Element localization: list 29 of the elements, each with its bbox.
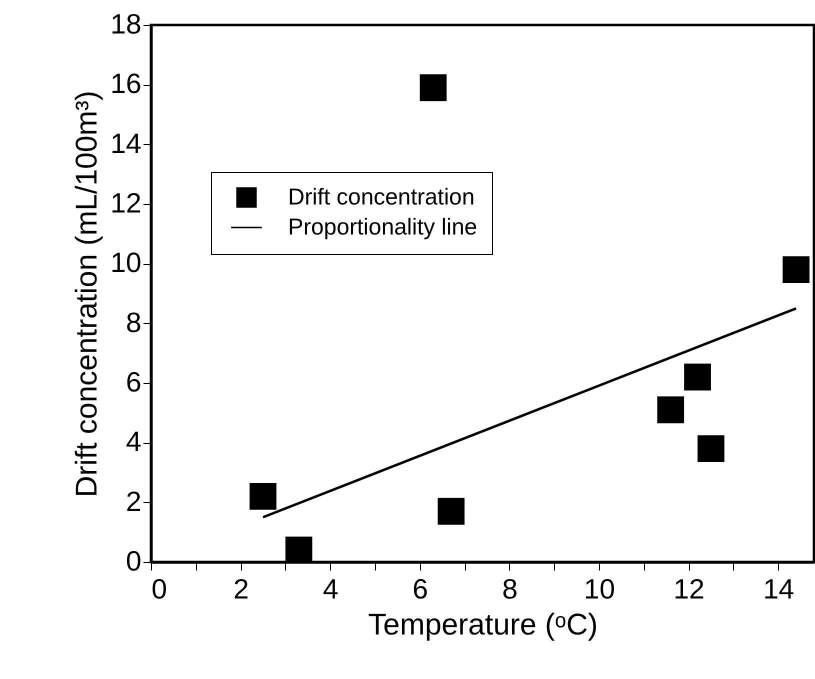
y-tick-label: 6: [126, 366, 142, 398]
y-tick-label: 10: [110, 247, 142, 278]
y-tick-label: 0: [126, 546, 142, 576]
x-tick-label: 4: [322, 574, 338, 604]
y-tick-label: 18: [110, 8, 142, 40]
x-tick-label: 14: [763, 574, 794, 604]
point: [684, 364, 711, 390]
point: [698, 435, 724, 462]
x-tick-label: 10: [584, 574, 616, 604]
x-tick-label: 12: [673, 574, 705, 604]
x-tick-label: 0: [152, 574, 168, 604]
point: [420, 74, 447, 102]
y-tick-label: 14: [110, 128, 142, 159]
x-tick-label: 8: [502, 574, 518, 604]
y-tick-label: 4: [126, 426, 142, 458]
y-tick-label: 8: [126, 306, 142, 338]
x-axis-title: Temperature (ᵒC): [368, 608, 598, 642]
y-tick-label: 2: [126, 486, 142, 517]
x-tick-label: 6: [412, 574, 428, 604]
y-tick-label: 16: [110, 68, 142, 100]
y-tick-label: 12: [110, 188, 142, 218]
legend-label: Drift concentration: [288, 184, 475, 210]
point: [657, 396, 684, 424]
point: [250, 482, 276, 510]
point: [782, 256, 810, 284]
y-axis-title: Drift concentration (mL/100m³): [70, 90, 104, 498]
legend-label: Proportionality line: [288, 214, 478, 240]
x-tick-label: 2: [233, 574, 249, 604]
point: [438, 498, 465, 525]
